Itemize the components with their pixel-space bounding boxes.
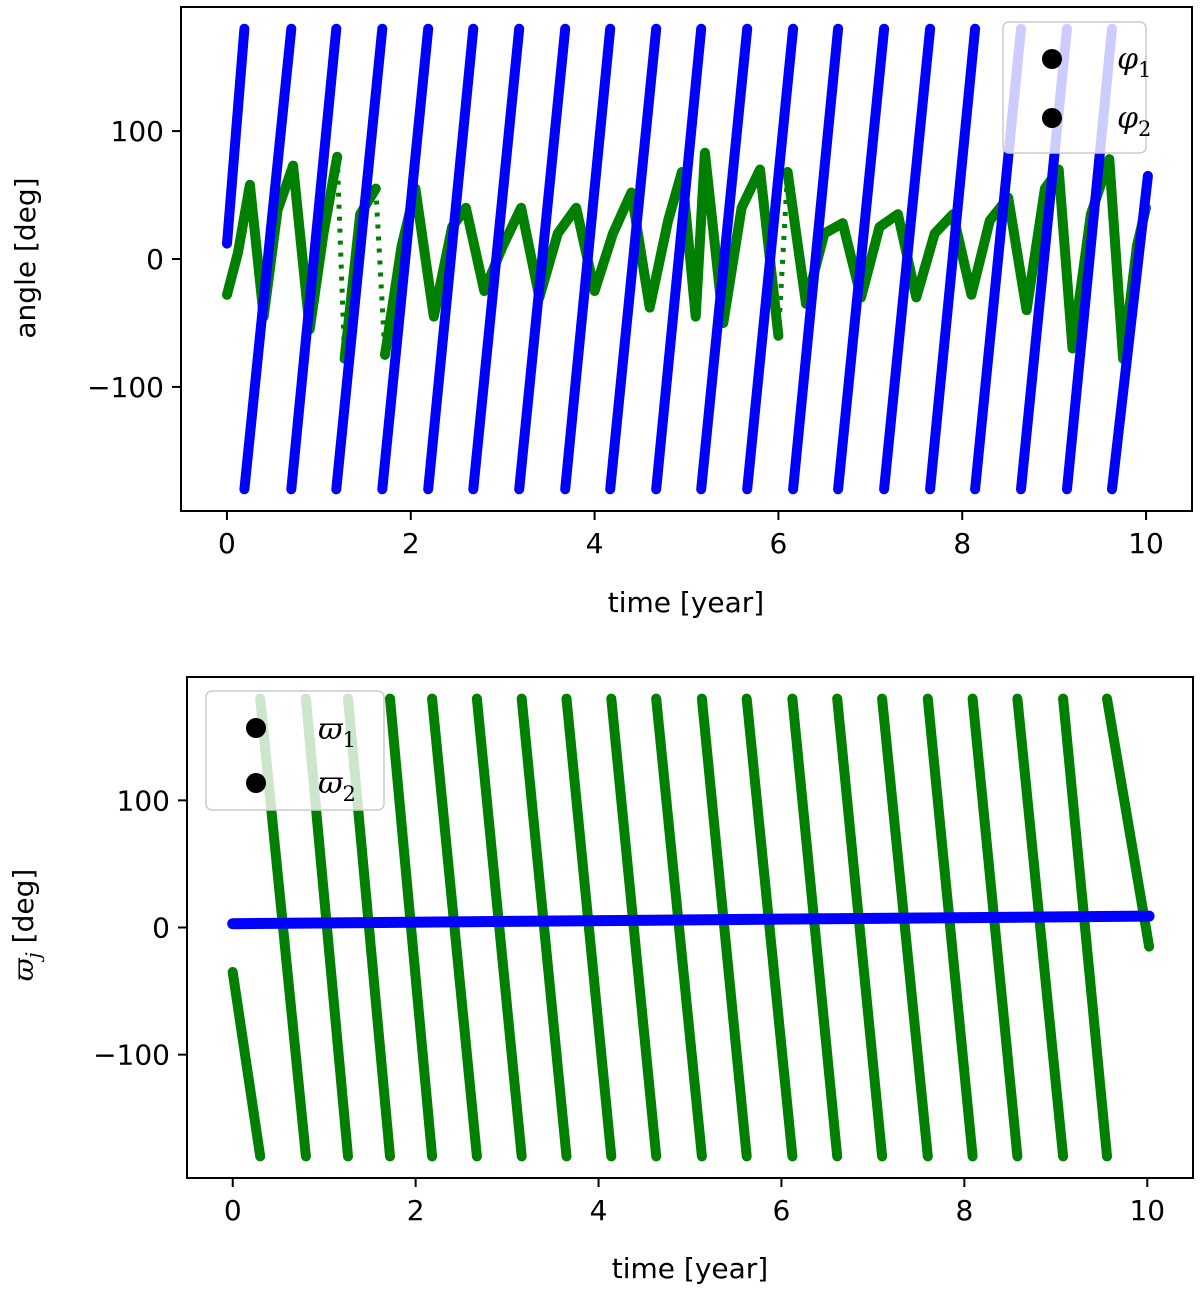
series-ϖ2-marks <box>227 910 1155 930</box>
series-segment <box>1012 693 1069 1162</box>
series-segment <box>696 23 753 495</box>
wrap-jump <box>373 188 388 356</box>
wrap-jump <box>334 156 348 359</box>
series-segment <box>605 23 662 495</box>
series-segment <box>560 23 616 495</box>
x-tick-label: 10 <box>1129 1194 1165 1227</box>
x-tick-label: 8 <box>955 1194 973 1227</box>
legend-label-varpi1: ϖ1 <box>318 712 356 752</box>
series-segment <box>331 23 388 495</box>
series-segment <box>925 23 981 495</box>
series-segment <box>879 23 936 495</box>
series-segment <box>832 693 888 1162</box>
series-segment <box>741 693 798 1162</box>
y-tick-label: 100 <box>117 784 170 817</box>
y-tick-label: 100 <box>111 115 164 148</box>
series-segment <box>227 910 1155 930</box>
series-segment <box>377 23 434 495</box>
series-segment <box>651 693 707 1162</box>
x-tick-label: 4 <box>586 527 604 560</box>
x-tick-label: 4 <box>590 1194 608 1227</box>
bottom-legend-box <box>205 690 385 811</box>
series-segment <box>877 693 933 1162</box>
legend-marker-varpi2 <box>246 773 266 793</box>
y-tick-label: −100 <box>93 1039 170 1072</box>
series-segment <box>788 23 844 495</box>
y-tick-label: −100 <box>87 371 164 404</box>
x-tick-label: 2 <box>402 527 420 560</box>
y-tick-label: 0 <box>146 243 164 276</box>
legend-label-varpi2: ϖ2 <box>318 766 356 806</box>
top-axis-ticks: 0 2 4 6 8 10 −100 0 100 <box>87 115 1164 560</box>
series-segment <box>222 23 250 249</box>
bottom-legend: ϖ1 ϖ2 <box>205 690 385 811</box>
series-segment <box>742 23 799 495</box>
series-segment <box>606 693 662 1162</box>
series-segment <box>227 967 266 1162</box>
series-segment <box>1102 693 1155 952</box>
x-tick-label: 6 <box>773 1194 791 1227</box>
series-segment <box>787 693 843 1162</box>
series-segment <box>516 693 572 1162</box>
series-segment <box>561 693 617 1162</box>
top-legend: φ1 φ2 <box>1002 21 1151 154</box>
legend-label-phi1: φ1 <box>1117 42 1151 82</box>
x-tick-label: 0 <box>224 1194 242 1227</box>
bottom-y-axis-label: ϖj [deg] <box>7 869 45 982</box>
legend-marker-phi2 <box>1042 108 1062 128</box>
top-legend-box <box>1002 21 1147 154</box>
x-tick-label: 6 <box>769 527 787 560</box>
legend-marker-phi1 <box>1042 49 1062 69</box>
x-tick-label: 2 <box>407 1194 425 1227</box>
top-y-axis-label: angle [deg] <box>9 177 42 338</box>
series-segment <box>696 693 752 1162</box>
legend-marker-varpi1 <box>246 718 266 738</box>
series-segment <box>967 693 1023 1162</box>
series-segment <box>471 693 527 1162</box>
legend-label-phi2: φ2 <box>1117 101 1151 141</box>
series-segment <box>651 23 707 495</box>
series-segment <box>1058 693 1112 1162</box>
bottom-panel: 0 2 4 6 8 10 −100 0 100 time [year] ϖj [deg] ϖ1 … <box>7 676 1194 1285</box>
series-segment <box>427 693 482 1162</box>
series-segment <box>286 23 342 495</box>
x-tick-label: 8 <box>953 527 971 560</box>
series-segment <box>514 23 571 495</box>
bottom-x-axis-label: time [year] <box>612 1252 768 1285</box>
wrap-jump <box>775 171 791 336</box>
series-segment <box>1107 170 1153 495</box>
series-segment <box>468 23 525 495</box>
series-segment <box>833 23 890 495</box>
top-x-axis-label: time [year] <box>608 586 764 619</box>
bottom-axis-ticks: 0 2 4 6 8 10 −100 0 100 <box>93 784 1165 1227</box>
y-tick-label: 0 <box>152 912 170 945</box>
series-segment <box>922 693 978 1162</box>
series-segment <box>423 23 479 495</box>
series-segment <box>239 23 297 495</box>
x-tick-label: 0 <box>218 527 236 560</box>
x-tick-label: 10 <box>1128 527 1164 560</box>
